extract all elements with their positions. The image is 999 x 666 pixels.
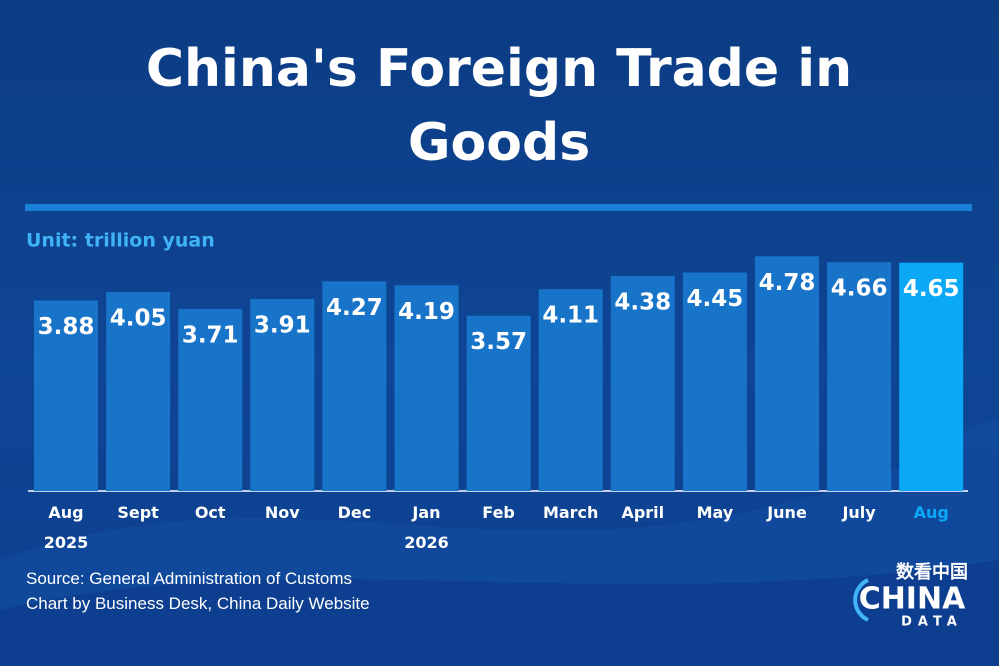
bar [178, 308, 243, 491]
divider [25, 204, 972, 211]
background-wave [0, 560, 999, 666]
x-tick-label: Jan 2026 [404, 503, 449, 552]
bar [106, 292, 171, 491]
credit: Chart by Business Desk, China Daily Webs… [26, 594, 370, 613]
bar [610, 275, 675, 491]
x-tick-label: Feb [482, 503, 515, 522]
x-tick-label: Sept [117, 503, 159, 522]
bar [538, 289, 603, 491]
value-label: 4.65 [903, 276, 960, 302]
logo-sub: DATA [901, 615, 963, 630]
bar [755, 256, 819, 491]
x-tick-label: Dec [337, 503, 372, 522]
x-tick-label: May [696, 503, 734, 522]
value-label: 3.57 [470, 329, 527, 355]
bar [250, 299, 315, 491]
logo-arc [853, 578, 869, 622]
value-label: 3.88 [38, 314, 95, 340]
bar [827, 262, 892, 491]
logo-main: CHINA [859, 582, 966, 617]
value-label: 4.66 [831, 276, 888, 302]
x-tick-label: March [542, 503, 599, 522]
x-tick-label: Nov [264, 503, 300, 522]
bar [466, 315, 531, 491]
bar [682, 272, 747, 491]
x-tick-label: April [621, 503, 665, 522]
value-label: 4.45 [687, 286, 744, 312]
unit-label: Unit: trillion yuan [26, 230, 215, 252]
x-tick-label: Aug 2025 [43, 503, 89, 552]
value-label: 4.19 [398, 299, 455, 325]
value-label: 4.11 [542, 303, 599, 329]
value-label: 4.05 [110, 306, 167, 332]
logo: 数看中国 CHINA DATA [853, 561, 968, 630]
value-label: 4.78 [759, 270, 816, 296]
x-tick-label: Oct [194, 503, 226, 522]
value-label: 4.27 [326, 295, 383, 321]
value-label: 4.38 [614, 289, 671, 315]
source: Source: General Administration of Custom… [26, 569, 352, 588]
bar [394, 285, 459, 491]
bar [322, 281, 387, 491]
value-label: 3.71 [182, 322, 239, 348]
x-tick-label: July [842, 503, 876, 522]
bar [34, 300, 98, 491]
value-label: 3.91 [254, 313, 311, 339]
x-tick-label: June [767, 503, 807, 522]
bar [899, 262, 964, 491]
chart-title: China's Foreign Trade in Goods [146, 39, 852, 173]
logo-top: 数看中国 [896, 561, 968, 583]
x-tick-label: Aug [913, 503, 949, 522]
